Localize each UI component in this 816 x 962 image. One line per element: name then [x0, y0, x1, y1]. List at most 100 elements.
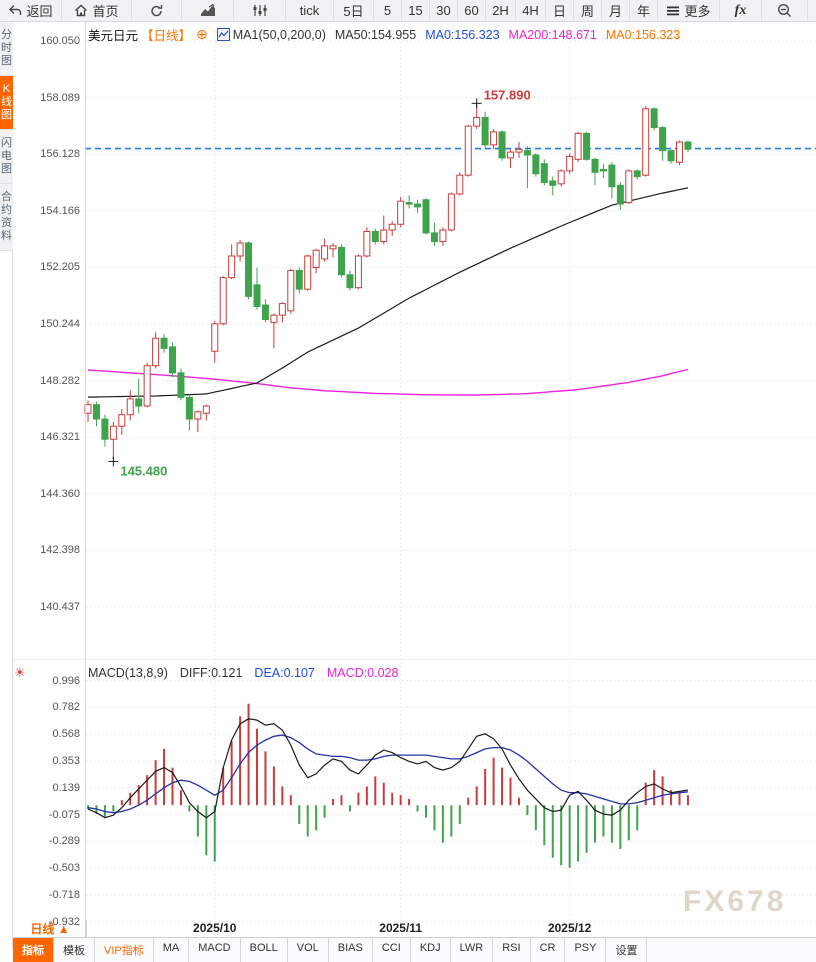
macd-axis-tick: 0.782	[52, 701, 80, 714]
toolbar-week-button[interactable]: 周	[574, 0, 602, 21]
ma0-blue-value: MA0:156.323	[425, 27, 500, 42]
x-axis-label: 2025/10	[193, 921, 237, 935]
indicator-tab-CR[interactable]: CR	[531, 938, 566, 962]
period-tag: 【日线】	[141, 29, 192, 43]
indicator-tab-MACD[interactable]: MACD	[189, 938, 241, 962]
indicator-tab-BIAS[interactable]: BIAS	[329, 938, 373, 962]
top-toolbar: 返回 首页 tick 5日 5 15 30 60 2H 4H 日周月年 更多 fx	[0, 0, 816, 22]
toolbar-year-button[interactable]: 年	[630, 0, 658, 21]
x-axis-label: 2025/11	[379, 921, 422, 935]
left-tab-bar: 分时图 K线图 闪电图 合约资料	[0, 22, 13, 950]
ma50-value: MA50:154.955	[334, 27, 417, 42]
toolbar-label: 5	[383, 3, 392, 18]
macd-axis-tick: -0.503	[48, 862, 80, 875]
main-axis-tick: 140.437	[40, 600, 80, 613]
toolbar-label: 30	[436, 3, 451, 18]
main-axis-tick: 156.128	[40, 148, 80, 161]
macd-dea-value: DEA:0.107	[254, 666, 315, 680]
symbol-name: 美元日元	[88, 29, 139, 43]
toolbar-month-button[interactable]: 月	[602, 0, 630, 21]
date-row-border	[13, 937, 816, 938]
main-axis-tick: 144.360	[40, 487, 80, 500]
toolbar-more-button[interactable]: 更多	[658, 0, 720, 21]
sliders-icon	[252, 4, 267, 17]
main-axis-tick: 158.089	[40, 91, 80, 104]
home-icon	[74, 4, 88, 17]
indicator-settings-icon[interactable]: ☀	[14, 665, 26, 680]
svg-text:145.480: 145.480	[120, 463, 167, 478]
main-axis-tick: 154.166	[40, 204, 80, 217]
toolbar-day-button[interactable]: 日	[546, 0, 574, 21]
main-axis-tick: 148.282	[40, 374, 80, 387]
toolbar-4h-button[interactable]: 4H	[516, 0, 546, 21]
indicator-tab-LWR[interactable]: LWR	[451, 938, 494, 962]
macd-value: MACD:0.028	[326, 666, 399, 680]
toolbar-60-button[interactable]: 60	[458, 0, 486, 21]
toolbar-label: 60	[464, 3, 479, 18]
svg-text:157.890: 157.890	[484, 87, 531, 102]
macd-axis-tick: -0.718	[48, 889, 80, 902]
indicator-tab-CCI[interactable]: CCI	[373, 938, 411, 962]
ma200-value: MA200:148.671	[508, 27, 597, 42]
indicator-tab-PSY[interactable]: PSY	[565, 938, 607, 962]
macd-axis-tick: -0.932	[48, 915, 80, 928]
main-axis-tick: 150.244	[40, 317, 80, 330]
sidebar-tab-2[interactable]: K线图	[0, 76, 13, 130]
toolbar-back-button[interactable]: 返回	[0, 0, 62, 21]
indicator-tab-RSI[interactable]: RSI	[493, 938, 531, 962]
x-axis-label: 2025/12	[547, 921, 592, 935]
toolbar-home-button[interactable]: 首页	[62, 0, 132, 21]
toolbar-5-button[interactable]: 5	[374, 0, 402, 21]
main-axis-tick: 160.050	[40, 35, 80, 47]
period-selector[interactable]: 日线 ▲	[14, 920, 87, 937]
toolbar-label: fx	[734, 2, 747, 18]
toolbar-15-button[interactable]: 15	[402, 0, 430, 21]
ma-settings: MA1(50,0,200,0)	[232, 27, 326, 42]
add-indicator-icon[interactable]: ⊕	[196, 26, 208, 42]
indicator-tab-VIP指标[interactable]: VIP指标	[95, 938, 154, 962]
toolbar-chart-type-icon[interactable]	[182, 0, 234, 21]
macd-title: MACD(13,8,9)	[88, 666, 168, 680]
macd-axis-tick: -0.075	[48, 808, 80, 821]
toolbar-label: 月	[608, 4, 622, 19]
watermark: FX678	[683, 885, 787, 918]
indicator-tab-模板[interactable]: 模板	[54, 938, 95, 962]
ma0-orange-value: MA0:156.323	[605, 27, 681, 42]
indicator-tab-BOLL[interactable]: BOLL	[241, 938, 288, 962]
indicator-tab-VOL[interactable]: VOL	[288, 938, 329, 962]
zoom-out-icon	[777, 3, 792, 18]
indicator-tab-指标[interactable]: 指标	[13, 938, 54, 962]
toolbar-tick-button[interactable]: tick	[286, 0, 334, 21]
toolbar-label: 4H	[522, 3, 539, 18]
indicator-tab-MA[interactable]: MA	[154, 938, 190, 962]
main-axis-tick: 152.205	[40, 261, 80, 274]
toolbar-30-button[interactable]: 30	[430, 0, 458, 21]
toolbar-label: 周	[580, 4, 594, 19]
toolbar-2h-button[interactable]: 2H	[486, 0, 516, 21]
toolbar-fx-button[interactable]: fx	[720, 0, 762, 21]
toolbar-zoom-out-icon[interactable]	[762, 0, 808, 21]
toolbar-5d-button[interactable]: 5日	[334, 0, 374, 21]
y-axis-border	[85, 22, 86, 937]
indicator-tab-设置[interactable]: 设置	[606, 938, 648, 962]
toolbar-candle-settings-icon[interactable]	[234, 0, 286, 21]
toolbar-label: 15	[408, 3, 423, 18]
toolbar-label: 2H	[492, 3, 509, 18]
sidebar-tab-4[interactable]: 合约资料	[0, 184, 13, 251]
toolbar-refresh-icon[interactable]	[132, 0, 182, 21]
sidebar-tab-3[interactable]: 闪电图	[0, 130, 13, 184]
macd-header: MACD(13,8,9) DIFF:0.121 DEA:0.107 MACD:0…	[88, 666, 398, 680]
sidebar-tab-1[interactable]: 分时图	[0, 22, 13, 76]
period-selector-label: 日线 ▲	[30, 922, 70, 936]
macd-axis-tick: 0.353	[52, 755, 80, 767]
indicator-tab-KDJ[interactable]: KDJ	[411, 938, 451, 962]
toolbar-label: 日	[552, 4, 566, 19]
macd-axis-tick: 0.568	[52, 728, 80, 741]
toolbar-label: 更多	[684, 4, 711, 19]
toolbar-label: 5日	[343, 4, 364, 19]
main-axis-tick: 142.398	[40, 544, 80, 557]
menu-icon	[666, 5, 680, 17]
macd-diff-value: DIFF:0.121	[179, 666, 243, 680]
